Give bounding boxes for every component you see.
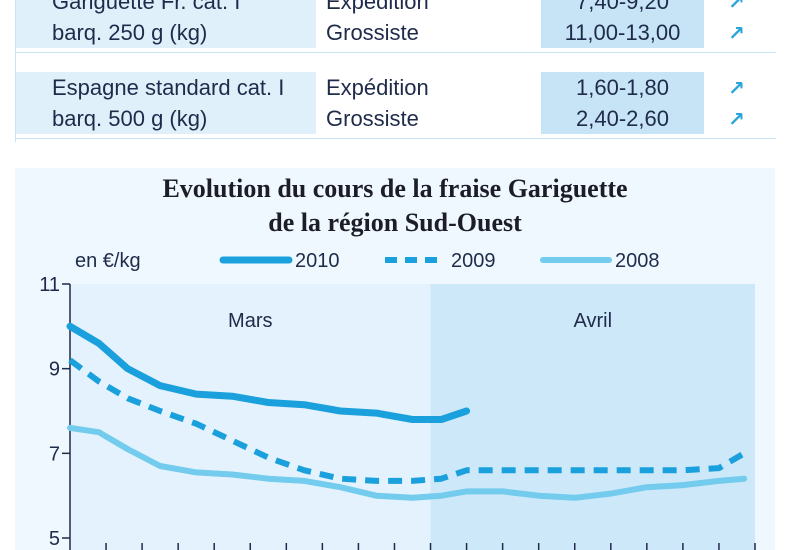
y-tick-label: 5: [49, 528, 60, 550]
y-tick-label: 11: [39, 274, 60, 296]
trend-cell: ↗ ↗: [704, 0, 776, 48]
product-cell: Gariguette Fr. cat. I barq. 250 g (kg): [16, 0, 316, 48]
stage-cell: Expédition Grossiste: [316, 72, 541, 134]
stage-cell-line: Expédition: [326, 75, 429, 100]
chart-title-line-1: Evolution du cours de la fraise Gariguet…: [162, 174, 628, 203]
product-cell: Espagne standard cat. I barq. 500 g (kg): [16, 72, 316, 134]
chart-title-line-2: de la région Sud-Ouest: [268, 208, 522, 237]
chart-panel: Evolution du cours de la fraise Gariguet…: [15, 168, 775, 550]
legend-label-2010: 2010: [295, 250, 340, 272]
legend-label-2009: 2009: [451, 250, 496, 272]
price-cell: 1,60-1,80 2,40-2,60: [541, 72, 704, 134]
trend-up-icon: ↗: [728, 23, 745, 45]
product-cell-line: barq. 500 g (kg): [52, 106, 208, 131]
series-line-2010: [66, 322, 471, 423]
row-divider: [16, 52, 776, 53]
stage-cell-line: Grossiste: [326, 20, 419, 45]
period-label: Mars: [228, 310, 272, 332]
trend-up-icon: ↗: [728, 109, 745, 131]
price-cell-line: 1,60-1,80: [576, 75, 669, 100]
stage-cell: Expédition Grossiste: [316, 0, 541, 48]
series-line-2009: [68, 357, 746, 484]
row-divider: [16, 138, 776, 139]
stage-cell-line: Expédition: [326, 0, 429, 14]
price-cell-line: 11,00-13,00: [564, 20, 681, 45]
period-band: [430, 284, 755, 550]
stage-cell-line: Grossiste: [326, 106, 419, 131]
chart-title: Evolution du cours de la fraise Gariguet…: [15, 172, 775, 240]
product-cell-line: Gariguette Fr. cat. I: [52, 0, 241, 14]
product-cell-line: barq. 250 g (kg): [52, 20, 208, 45]
table-row: Gariguette Fr. cat. I barq. 250 g (kg) Exp…: [16, 0, 776, 48]
period-band: [70, 284, 431, 550]
trend-cell: ↗ ↗: [704, 72, 776, 134]
price-cell-line: 2,40-2,60: [576, 106, 669, 131]
price-cell: 7,40-9,20 11,00-13,00: [541, 0, 704, 48]
legend-label-2008: 2008: [615, 250, 660, 272]
product-cell-line: Espagne standard cat. I: [52, 75, 285, 100]
line-chart: Mars Avril 5 7 9 11 en €/kg 2010 2009 2008: [39, 250, 756, 550]
y-tick-label: 7: [49, 443, 60, 465]
y-axis-label: en €/kg: [75, 250, 141, 272]
period-label: Avril: [573, 310, 612, 332]
y-tick-label: 9: [49, 359, 60, 381]
series-line-2008: [67, 424, 748, 501]
trend-up-icon: ↗: [728, 0, 745, 14]
price-cell-line: 7,40-9,20: [576, 0, 669, 14]
trend-up-icon: ↗: [728, 78, 745, 100]
price-table: Gariguette Fr. cat. I barq. 250 g (kg) Exp…: [15, 0, 776, 142]
